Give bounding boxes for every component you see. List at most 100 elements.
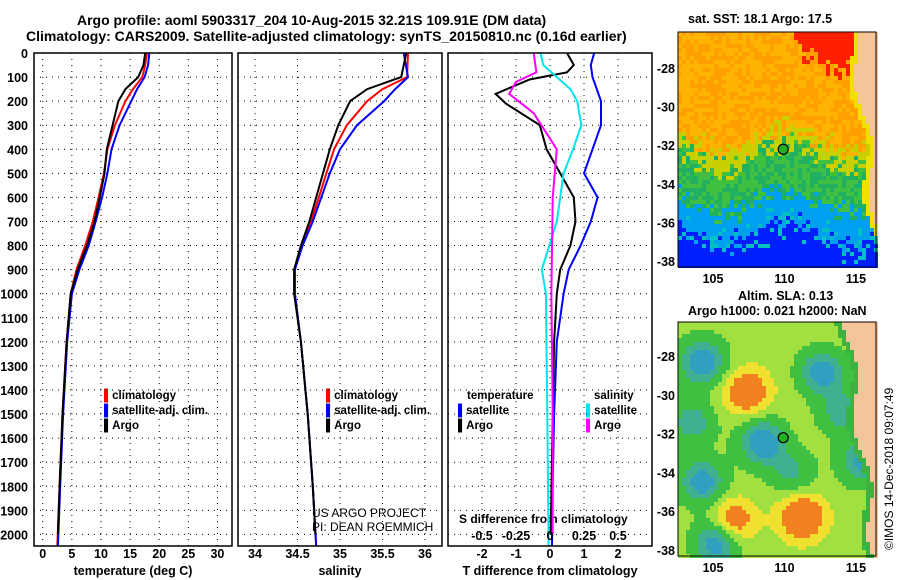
map-cell: [698, 32, 702, 36]
map-cell: [718, 180, 722, 184]
map-cell: [750, 168, 754, 172]
map-cell: [818, 140, 822, 144]
map-cell: [834, 96, 838, 100]
map-cell: [806, 458, 810, 462]
map-cell: [846, 96, 850, 100]
map-cell: [790, 132, 794, 136]
map-cell: [730, 422, 734, 426]
map-cell: [678, 80, 682, 84]
map-cell: [706, 248, 710, 252]
map-cell: [714, 430, 718, 434]
map-cell: [854, 418, 858, 422]
map-cell: [870, 44, 874, 48]
map-cell: [698, 148, 702, 152]
map-cell: [734, 144, 738, 148]
map-cell: [806, 56, 810, 60]
map-cell: [866, 382, 870, 386]
map-cell: [770, 422, 774, 426]
map-cell: [778, 152, 782, 156]
map-cell: [690, 212, 694, 216]
map-cell: [686, 220, 690, 224]
map-cell: [750, 462, 754, 466]
map-cell: [738, 438, 742, 442]
map-cell: [682, 204, 686, 208]
map-cell: [794, 366, 798, 370]
map-cell: [778, 216, 782, 220]
map-cell: [738, 60, 742, 64]
map-cell: [778, 228, 782, 232]
map-cell: [770, 330, 774, 334]
map-cell: [806, 160, 810, 164]
map-cell: [738, 180, 742, 184]
map-cell: [806, 422, 810, 426]
map-cell: [782, 200, 786, 204]
map-cell: [814, 32, 818, 36]
map-cell: [830, 228, 834, 232]
map-cell: [710, 164, 714, 168]
map-cell: [770, 88, 774, 92]
map-cell: [762, 168, 766, 172]
map-cell: [794, 438, 798, 442]
map-cell: [722, 232, 726, 236]
map-cell: [850, 410, 854, 414]
map-cell: [866, 248, 870, 252]
map-cell: [806, 264, 810, 268]
map-cell: [706, 232, 710, 236]
map-cell: [782, 212, 786, 216]
map-cell: [686, 48, 690, 52]
map-cell: [706, 334, 710, 338]
map-cell: [794, 44, 798, 48]
map-cell: [838, 52, 842, 56]
map-cell: [870, 228, 874, 232]
map-cell: [710, 72, 714, 76]
map-cell: [698, 398, 702, 402]
map-cell: [834, 426, 838, 430]
map-cell: [734, 354, 738, 358]
map-cell: [802, 128, 806, 132]
map-cell: [678, 220, 682, 224]
map-cell: [726, 338, 730, 342]
map-cell: [854, 100, 858, 104]
map-cell: [858, 446, 862, 450]
map-cell: [806, 410, 810, 414]
map-cell: [706, 260, 710, 264]
map-cell: [818, 168, 822, 172]
map-cell: [790, 208, 794, 212]
map-cell: [810, 418, 814, 422]
map-cell: [694, 100, 698, 104]
map-cell: [846, 156, 850, 160]
map-cell: [842, 32, 846, 36]
map-cell: [774, 128, 778, 132]
map-cell: [758, 108, 762, 112]
map-cell: [754, 450, 758, 454]
map-cell: [734, 264, 738, 268]
map-cell: [694, 414, 698, 418]
map-cell: [758, 366, 762, 370]
map-cell: [730, 438, 734, 442]
map-cell: [686, 56, 690, 60]
map-cell: [870, 188, 874, 192]
map-cell: [850, 116, 854, 120]
map-cell: [862, 362, 866, 366]
map-cell: [738, 64, 742, 68]
map-cell: [854, 462, 858, 466]
map-cell: [770, 212, 774, 216]
map-cell: [726, 172, 730, 176]
map-cell: [834, 346, 838, 350]
map-cell: [862, 338, 866, 342]
map-cell: [698, 346, 702, 350]
map-cell: [794, 172, 798, 176]
map-cell: [682, 338, 686, 342]
map-cell: [794, 168, 798, 172]
map-cell: [770, 188, 774, 192]
map-cell: [806, 322, 810, 326]
map-cell: [814, 378, 818, 382]
map-cell: [858, 326, 862, 330]
map-cell: [806, 72, 810, 76]
map-cell: [694, 56, 698, 60]
map-cell: [682, 406, 686, 410]
map-cell: [778, 232, 782, 236]
map-cell: [710, 120, 714, 124]
map-cell: [758, 370, 762, 374]
map-cell: [706, 366, 710, 370]
